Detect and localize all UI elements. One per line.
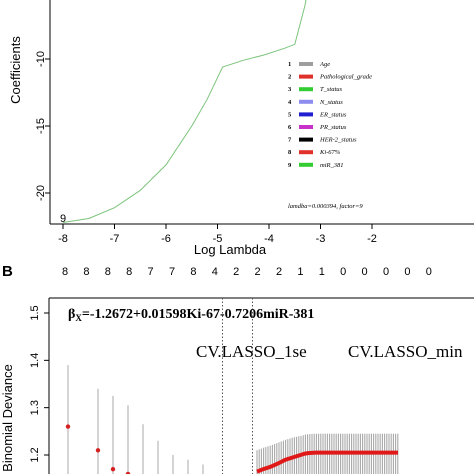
legend-label: T_status bbox=[320, 86, 343, 93]
legend-swatch bbox=[299, 74, 313, 79]
legend-swatch bbox=[299, 150, 313, 155]
panel-a-y-axis-title: Coefficients bbox=[8, 36, 23, 104]
deviance-point bbox=[125, 471, 131, 474]
top-count-label: 1 bbox=[319, 266, 325, 278]
panel-a-x-tick-label: -3 bbox=[316, 233, 326, 245]
panel-a-x-tick-label: -7 bbox=[110, 233, 120, 245]
top-count-label: 4 bbox=[212, 266, 218, 278]
top-count-label: 0 bbox=[383, 266, 389, 278]
legend-number: 5 bbox=[288, 111, 292, 118]
top-count-label: 0 bbox=[426, 266, 432, 278]
top-count-label: 2 bbox=[255, 266, 261, 278]
legend-swatch bbox=[299, 137, 313, 142]
legend-label: Age bbox=[319, 61, 330, 68]
legend-label: miR_381 bbox=[320, 162, 343, 169]
legend-label: PR_status bbox=[319, 124, 347, 131]
top-count-label: 2 bbox=[233, 266, 239, 278]
top-count-label: 8 bbox=[105, 266, 111, 278]
panel-a-x-tick-label: -6 bbox=[161, 233, 171, 245]
panel-a-x-axis-title: Log Lambda bbox=[194, 242, 267, 257]
cv-lasso-1se-label: CV.LASSO_1se bbox=[196, 342, 307, 361]
panel-a-x-tick-label: -4 bbox=[264, 233, 274, 245]
panel-b-y-tick-label: 1.5 bbox=[29, 305, 41, 320]
panel-a-count-label: 9 bbox=[60, 213, 66, 225]
legend-swatch bbox=[299, 87, 313, 92]
legend-label: Ki-67% bbox=[319, 149, 341, 156]
top-count-label: 7 bbox=[148, 266, 154, 278]
top-count-label: 0 bbox=[362, 266, 368, 278]
panel-b-y-tick-label: 1.3 bbox=[29, 400, 41, 415]
legend-number: 8 bbox=[288, 149, 292, 156]
panel-a-y-tick-label: -10 bbox=[35, 51, 47, 67]
top-count-label: 8 bbox=[190, 266, 196, 278]
legend-note: lamdba=0.000394, factor=9 bbox=[288, 203, 363, 210]
top-count-label: 0 bbox=[404, 266, 410, 278]
legend-number: 7 bbox=[288, 137, 292, 144]
deviance-point bbox=[110, 467, 116, 472]
panel-b-cross-validation: B 8 8 8 8 7 7 8 4 2 2 2 1 1 0 0 0 0 0 1.2 1.3 1.4 1.5 βX=-1.… bbox=[0, 263, 474, 474]
panel-b-y-axis-title: Binomial Deviance bbox=[0, 364, 15, 472]
legend-number: 1 bbox=[288, 61, 291, 68]
legend-swatch bbox=[299, 125, 313, 129]
legend-swatch bbox=[299, 112, 313, 117]
panel-a-coefficient-path: -10 -15 -20 -8 -7 -6 -5 -4 -3 -2 9 1 Age 2 Patholog… bbox=[8, 0, 474, 257]
panel-a-x-tick-label: -2 bbox=[367, 233, 377, 245]
deviance-point bbox=[65, 424, 71, 429]
top-count-label: 8 bbox=[83, 266, 89, 278]
legend-swatch bbox=[299, 162, 313, 167]
legend-label: Pathological_grade bbox=[319, 74, 372, 81]
cv-deviance-curve bbox=[256, 450, 398, 474]
top-count-label: 2 bbox=[276, 266, 282, 278]
legend-number: 3 bbox=[288, 86, 292, 93]
deviance-point bbox=[95, 448, 101, 453]
panel-b-y-tick-label: 1.4 bbox=[29, 353, 41, 368]
top-count-label: 1 bbox=[297, 266, 303, 278]
legend-label: HER-2_status bbox=[319, 137, 357, 144]
top-count-label: 8 bbox=[126, 266, 132, 278]
top-count-label: 0 bbox=[340, 266, 346, 278]
legend-number: 6 bbox=[288, 124, 292, 131]
legend-label: N_status bbox=[319, 99, 343, 106]
legend-label: ER_status bbox=[319, 111, 347, 118]
legend-number: 2 bbox=[288, 74, 291, 81]
legend-swatch bbox=[299, 62, 313, 66]
top-count-label: 8 bbox=[62, 266, 68, 278]
panel-b-y-tick-label: 1.2 bbox=[29, 447, 41, 462]
panel-a-legend: 1 Age 2 Pathological_grade 3 T_status 4 N_statu… bbox=[288, 61, 372, 210]
legend-number: 4 bbox=[288, 99, 292, 106]
legend-number: 9 bbox=[288, 162, 292, 169]
panel-a-x-tick-label: -8 bbox=[58, 233, 68, 245]
legend-swatch bbox=[299, 99, 313, 104]
top-count-label: 7 bbox=[169, 266, 175, 278]
panel-a-y-tick-label: -15 bbox=[35, 118, 47, 134]
model-formula: βX=-1.2672+0.01598Ki-67-0.7206miR-381 bbox=[68, 307, 314, 323]
coefficient-path-line bbox=[62, 0, 307, 223]
panel-b-label: B bbox=[2, 263, 13, 280]
cv-lasso-min-label: CV.LASSO_min bbox=[348, 342, 463, 361]
panel-a-y-tick-label: -20 bbox=[35, 185, 47, 201]
panel-a-x-tick-label: -5 bbox=[213, 233, 223, 245]
